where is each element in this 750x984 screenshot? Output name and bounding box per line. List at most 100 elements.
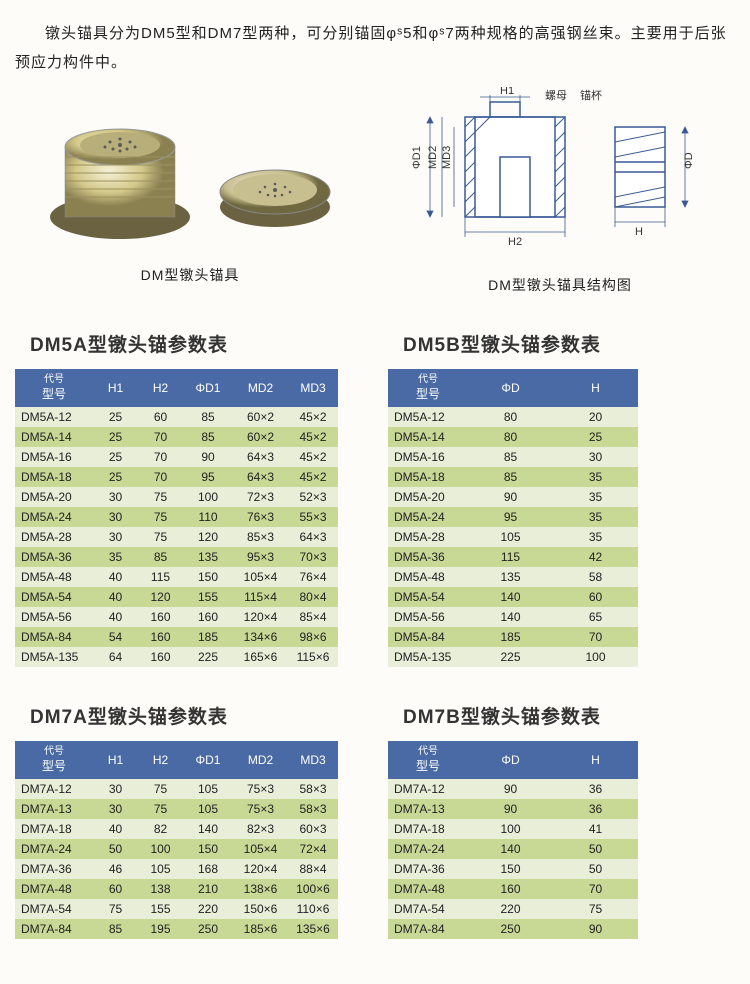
- data-table: 代号型号ΦDHDM7A-129036DM7A-139036DM7A-181004…: [388, 741, 638, 939]
- table-cell: DM7A-18: [15, 819, 93, 839]
- table-cell: 54: [93, 627, 138, 647]
- svg-text:H2: H2: [508, 236, 522, 248]
- table-row: DM5A-168530: [388, 447, 638, 467]
- table-cell: 185×6: [233, 919, 288, 939]
- table-cell: DM5A-24: [388, 507, 468, 527]
- table-cell: 35: [553, 507, 638, 527]
- table-cell: 36: [553, 779, 638, 799]
- table-cell: 60×2: [233, 407, 288, 427]
- column-header: H2: [138, 741, 183, 779]
- table-cell: 40: [93, 587, 138, 607]
- table-row: DM5A-249535: [388, 507, 638, 527]
- table-cell: 100: [138, 839, 183, 859]
- table-cell: 115×4: [233, 587, 288, 607]
- table-cell: 41: [553, 819, 638, 839]
- anchor-photo: [25, 87, 355, 257]
- table-cell: 25: [93, 467, 138, 487]
- table-cell: DM5A-56: [15, 607, 93, 627]
- table-row: DM7A-13307510575×358×3: [15, 799, 338, 819]
- column-header: H1: [93, 741, 138, 779]
- table-cell: 250: [183, 919, 233, 939]
- table-cell: 120: [138, 587, 183, 607]
- table-row: DM7A-12307510575×358×3: [15, 779, 338, 799]
- svg-text:ΦD1: ΦD1: [411, 146, 423, 169]
- table-cell: DM5A-28: [388, 527, 468, 547]
- table-cell: 120: [183, 527, 233, 547]
- table-cell: 45×2: [288, 407, 338, 427]
- table-cell: 60×2: [233, 427, 288, 447]
- table-cell: DM7A-13: [15, 799, 93, 819]
- table-cell: 85: [138, 547, 183, 567]
- table-cell: 210: [183, 879, 233, 899]
- table-row: DM5A-209035: [388, 487, 638, 507]
- table-row: DM7A-3646105168120×488×4: [15, 859, 338, 879]
- table-dm5b: DM5B型镦头锚参数表 代号型号ΦDHDM5A-128020DM5A-14802…: [388, 320, 638, 667]
- table-cell: 100: [468, 819, 553, 839]
- svg-text:螺母: 螺母: [545, 89, 567, 102]
- table-cell: 36: [553, 799, 638, 819]
- table-cell: 40: [93, 567, 138, 587]
- table-cell: 160: [138, 647, 183, 667]
- table-cell: 90: [183, 447, 233, 467]
- table-row: DM5A-148025: [388, 427, 638, 447]
- table-cell: 65: [553, 607, 638, 627]
- column-header: ΦD: [468, 369, 553, 407]
- table-cell: 45×2: [288, 447, 338, 467]
- table-cell: 220: [183, 899, 233, 919]
- table-cell: 185: [183, 627, 233, 647]
- table-cell: 75: [138, 779, 183, 799]
- table-cell: DM7A-54: [15, 899, 93, 919]
- column-header: 代号型号: [388, 369, 468, 407]
- table-cell: 30: [553, 447, 638, 467]
- table-cell: 160: [183, 607, 233, 627]
- table-cell: DM5A-48: [388, 567, 468, 587]
- table-cell: 160: [468, 879, 553, 899]
- table-cell: 52×3: [288, 487, 338, 507]
- table-dm5a: DM5A型镦头锚参数表 代号型号H1H2ΦD1MD2MD3DM5A-122560…: [15, 320, 338, 667]
- table-cell: DM5A-24: [15, 507, 93, 527]
- table-row: DM5A-2810535: [388, 527, 638, 547]
- table-cell: 105: [468, 527, 553, 547]
- tables-row-1: DM5A型镦头锚参数表 代号型号H1H2ΦD1MD2MD3DM5A-122560…: [15, 320, 735, 667]
- table-row: DM5A-1425708560×245×2: [15, 427, 338, 447]
- table-cell: DM5A-14: [388, 427, 468, 447]
- table-cell: 40: [93, 819, 138, 839]
- table-cell: 134×6: [233, 627, 288, 647]
- table-cell: 75: [138, 799, 183, 819]
- table-cell: 105: [183, 779, 233, 799]
- table-cell: DM7A-18: [388, 819, 468, 839]
- table-row: DM7A-8425090: [388, 919, 638, 939]
- table-cell: DM5A-84: [15, 627, 93, 647]
- column-header: H: [553, 369, 638, 407]
- table-cell: 250: [468, 919, 553, 939]
- table-row: DM5A-188535: [388, 467, 638, 487]
- table-cell: DM7A-48: [388, 879, 468, 899]
- table-cell: 76×4: [288, 567, 338, 587]
- table-cell: 60×3: [288, 819, 338, 839]
- table-cell: 30: [93, 799, 138, 819]
- table-cell: 140: [468, 839, 553, 859]
- table-row: DM5A-20307510072×352×3: [15, 487, 338, 507]
- table-row: DM5A-13564160225165×6115×6: [15, 647, 338, 667]
- column-header: MD3: [288, 741, 338, 779]
- table-cell: DM5A-36: [15, 547, 93, 567]
- table-row: DM5A-135225100: [388, 647, 638, 667]
- table-cell: 45×2: [288, 467, 338, 487]
- table-cell: 30: [93, 487, 138, 507]
- table-cell: 85: [468, 467, 553, 487]
- table-cell: 64: [93, 647, 138, 667]
- table-cell: 70: [553, 627, 638, 647]
- table-cell: 105×4: [233, 839, 288, 859]
- table-cell: 120×4: [233, 607, 288, 627]
- svg-text:ΦD: ΦD: [683, 152, 695, 169]
- table-row: DM5A-1625709064×345×2: [15, 447, 338, 467]
- table-cell: 138: [138, 879, 183, 899]
- table-row: DM5A-1825709564×345×2: [15, 467, 338, 487]
- table-cell: 90: [468, 799, 553, 819]
- table-cell: 50: [553, 859, 638, 879]
- table-row: DM7A-2414050: [388, 839, 638, 859]
- table-row: DM5A-3611542: [388, 547, 638, 567]
- table-cell: 150: [468, 859, 553, 879]
- table-cell: 25: [93, 407, 138, 427]
- table-cell: 40: [93, 607, 138, 627]
